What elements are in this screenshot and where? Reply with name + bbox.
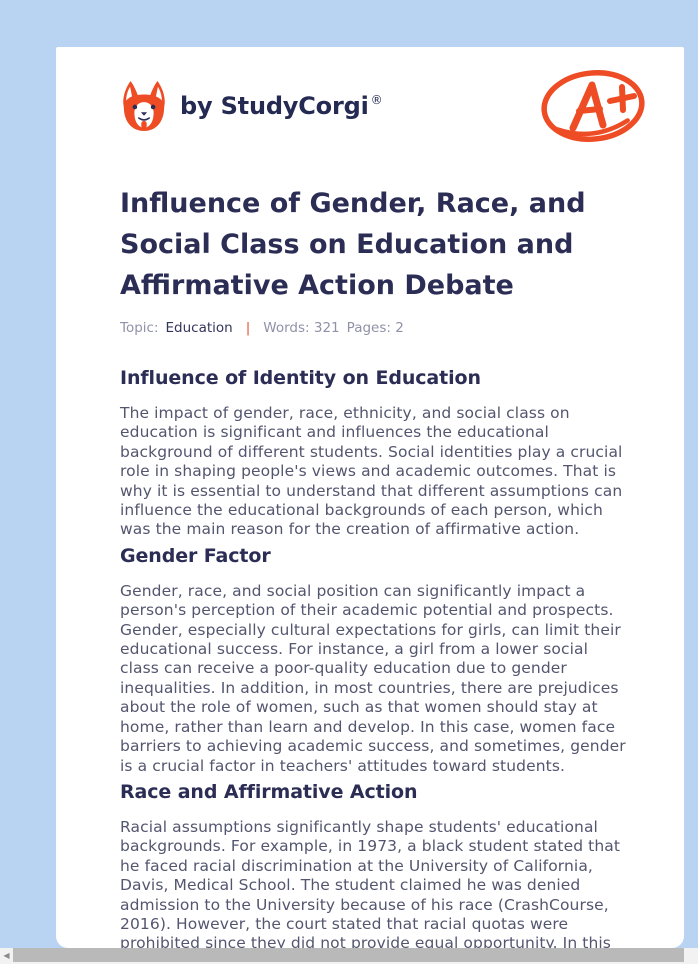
section-paragraph: Racial assumptions significantly shape s…: [120, 817, 621, 948]
topic-label: Topic:: [120, 320, 159, 336]
words-count: Words: 321: [263, 320, 340, 336]
a-plus-circle-icon: [540, 68, 646, 144]
brand-name: by StudyCorgi ®: [180, 92, 383, 120]
essay-card: by StudyCorgi ® Influence of Gender, Race…: [56, 47, 684, 948]
horizontal-scrollbar[interactable]: ◀: [0, 948, 698, 964]
section-paragraph: Gender, race, and social position can si…: [120, 581, 626, 775]
essay-meta: Topic: Education | Words: 321 Pages: 2: [120, 320, 630, 336]
topic-link[interactable]: Education: [165, 320, 233, 336]
card-header: by StudyCorgi ®: [56, 47, 684, 144]
pages-count: Pages: 2: [346, 320, 404, 336]
essay-body: Influence of Identity on Education The i…: [120, 367, 630, 948]
essay-content: Influence of Gender, Race, and Social Cl…: [56, 183, 684, 948]
section-heading: Gender Factor: [120, 544, 271, 567]
essay-title: Influence of Gender, Race, and Social Cl…: [120, 188, 586, 301]
registered-mark: ®: [370, 93, 383, 107]
section-paragraph: The impact of gender, race, ethnicity, a…: [120, 404, 623, 539]
scroll-left-arrow-icon[interactable]: ◀: [0, 948, 13, 963]
section-heading: Influence of Identity on Education: [120, 367, 481, 389]
section-heading: Race and Affirmative Action: [120, 780, 418, 803]
corgi-icon: [120, 80, 168, 132]
studycorgi-brand[interactable]: by StudyCorgi ®: [120, 80, 383, 132]
meta-divider: |: [245, 320, 251, 336]
scrollbar-thumb[interactable]: [13, 948, 684, 962]
